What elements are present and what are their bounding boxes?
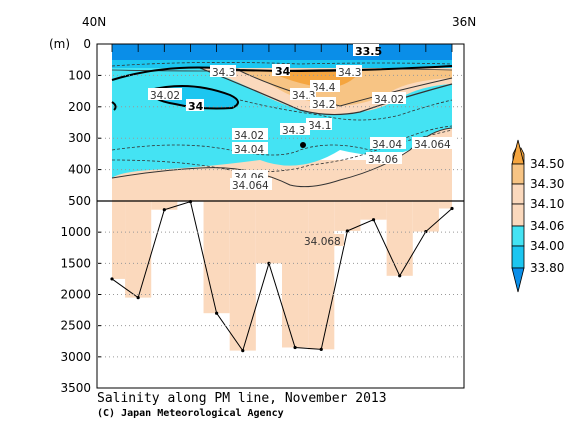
station-column-fill	[308, 201, 335, 350]
colorbar-band	[511, 183, 525, 205]
y-tick-label: 300	[68, 131, 91, 145]
seabed-line	[111, 200, 453, 352]
colorbar-band	[511, 245, 525, 269]
seabed-point	[162, 208, 166, 212]
seabed-point	[398, 274, 402, 278]
seabed-point	[293, 345, 297, 350]
y-axis: 0 100 200 300 400 500 1000 1500 2000 2500 3000 3500	[60, 37, 464, 395]
contour-label: 34.4	[312, 82, 336, 94]
seabed-point	[319, 347, 323, 351]
colorbar-band	[511, 163, 525, 185]
contour-label: 34.04	[234, 144, 264, 156]
seabed-point	[241, 349, 245, 353]
seabed-point	[267, 261, 271, 265]
contour-label: 34.06	[368, 154, 398, 166]
colorbar-label: 34.10	[530, 197, 564, 211]
station-column-fill	[360, 201, 387, 220]
seabed-point	[450, 206, 454, 211]
contour-label: 34	[275, 65, 291, 78]
contour-label: 34.3	[338, 67, 361, 79]
station-column-fill	[412, 201, 439, 232]
contour-label: 34.3	[292, 90, 315, 102]
contour-dot-closed	[300, 142, 306, 148]
contour-label: 34	[188, 100, 204, 113]
y-tick-label: 200	[68, 100, 91, 114]
contour-label: 34.02	[374, 94, 404, 106]
y-tick-label: 2500	[60, 319, 91, 333]
colorbar-label: 34.30	[530, 177, 564, 191]
plot-frame	[96, 43, 465, 389]
colorbar-label: 34.50	[530, 157, 564, 171]
seabed-point	[110, 277, 114, 281]
y-tick-label: 1000	[60, 225, 91, 239]
contour-label: 34.3	[212, 67, 235, 79]
contour-label: 34.1	[308, 120, 331, 132]
contour-label: 34.3	[282, 125, 305, 137]
contour-label: 34.068	[304, 236, 341, 248]
station-column-fill	[386, 201, 413, 276]
contour-label: 34.02	[234, 130, 264, 142]
y-tick-label: 400	[68, 163, 91, 177]
x-label-left: 40N	[82, 15, 106, 29]
contour-labels: 33.5 34 34.4 34.3 34.3 34.3 34.2 34.1 34…	[148, 44, 454, 248]
station-column-fill	[229, 201, 256, 351]
station-column-fill	[125, 201, 152, 298]
contour-label: 34.2	[312, 99, 335, 111]
y-tick-label: 100	[68, 68, 91, 82]
chart-title: Salinity along PM line, November 2013	[97, 391, 387, 406]
seabed-point	[371, 218, 376, 222]
contour-label: 34.04	[372, 139, 402, 151]
y-axis-label: (m)	[49, 37, 70, 51]
contour-label: 34.02	[150, 90, 180, 102]
colorbar-band	[511, 225, 525, 247]
fill-region-34-00-bottom-edge	[112, 128, 452, 201]
y-tick-label: 1500	[60, 256, 91, 270]
colorbar-label: 33.80	[530, 261, 564, 275]
station-column-fill	[255, 201, 282, 264]
colorbar-label: 34.00	[530, 239, 564, 253]
lower-fill-group	[112, 201, 452, 351]
chart-credit: (C) Japan Meteorological Agency	[97, 407, 284, 419]
station-column-fill	[112, 201, 126, 279]
station-column-fill	[438, 201, 452, 209]
colorbar-bottom-arrow	[511, 267, 525, 293]
station-column-fill	[151, 201, 178, 210]
colorbar-band	[511, 203, 525, 227]
colorbar: 34.50 34.30 34.10 34.06 34.00 33.80	[511, 139, 564, 293]
y-tick-label: 2000	[60, 288, 91, 302]
seabed-point	[136, 296, 140, 300]
x-label-right: 36N	[452, 15, 476, 29]
y-tick-label: 500	[68, 194, 91, 208]
y-tick-label: 3500	[60, 381, 91, 395]
station-column-fill	[282, 201, 309, 348]
contour-label: 33.5	[355, 45, 382, 58]
station-column-fill	[334, 201, 361, 231]
y-tick-label: 3000	[60, 350, 91, 364]
contour-label: 34.064	[232, 180, 269, 192]
contour-label: 34.064	[414, 139, 451, 151]
station-column-fill	[203, 201, 230, 314]
colorbar-label: 34.06	[530, 219, 564, 233]
seabed-point	[345, 229, 349, 233]
seabed-point	[215, 311, 219, 315]
y-tick-label: 0	[83, 37, 91, 51]
